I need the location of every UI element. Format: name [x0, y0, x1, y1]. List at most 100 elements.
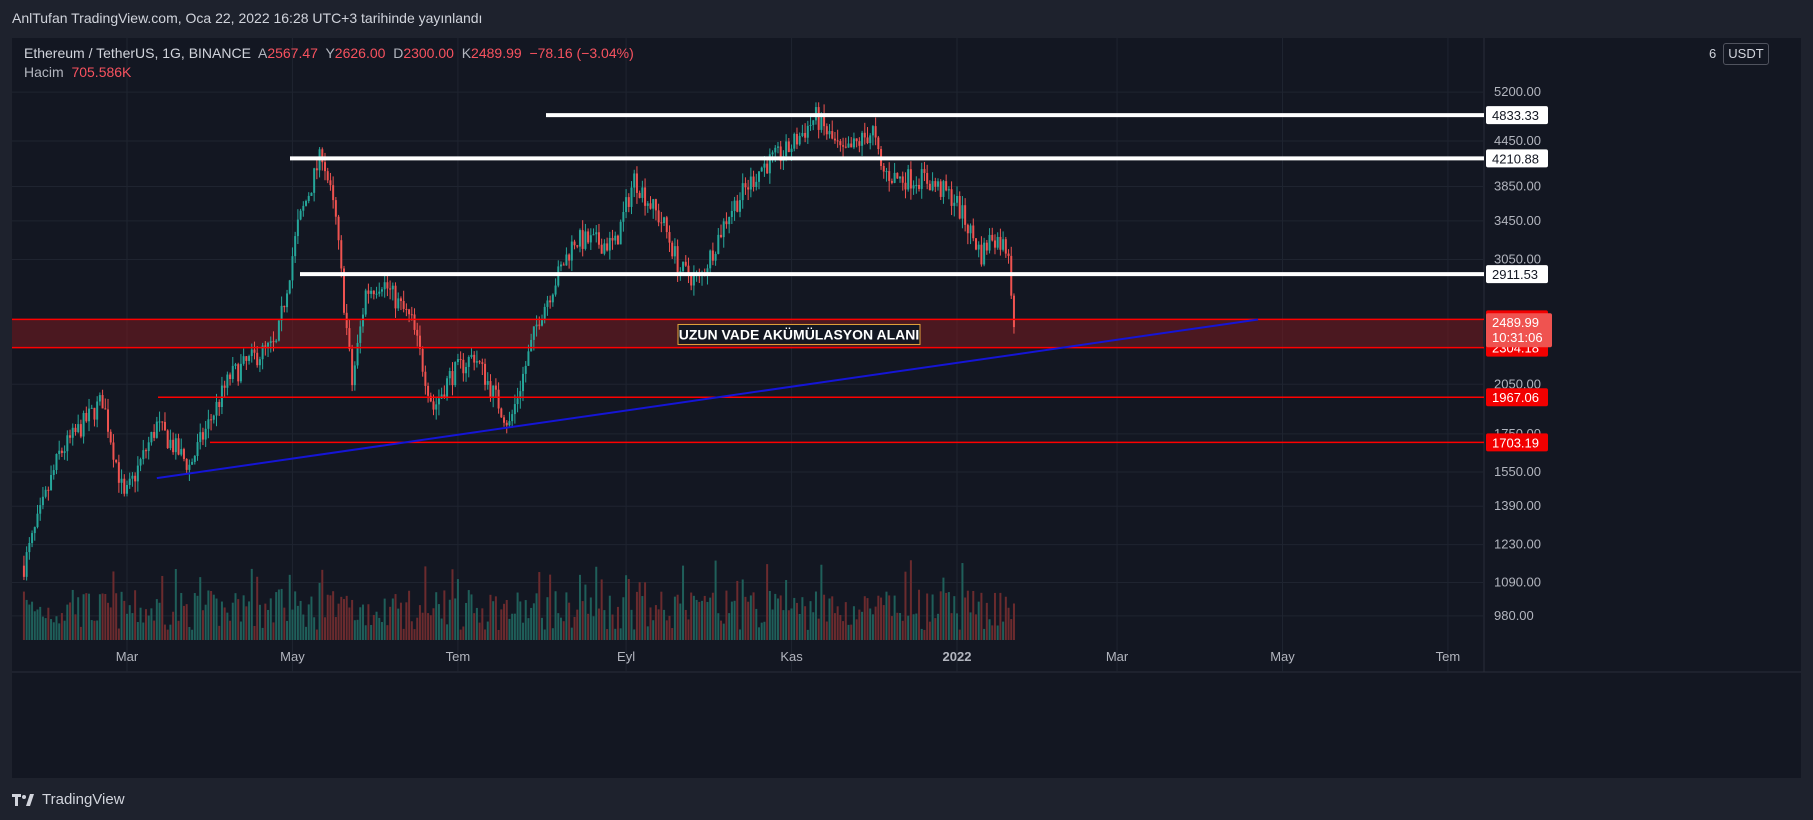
currency-button[interactable]: USDT — [1723, 43, 1769, 65]
candle-body — [294, 236, 297, 257]
volume-bar — [161, 575, 164, 640]
volume-bar — [668, 615, 671, 640]
candle-body — [861, 132, 864, 146]
current-price-bg — [1486, 313, 1552, 348]
candle-body — [820, 114, 823, 130]
candle-body — [985, 242, 988, 251]
candle-body — [361, 314, 364, 327]
candle-body — [52, 470, 55, 475]
candle-body — [82, 413, 85, 437]
candle-body — [511, 414, 514, 422]
volume-bar — [467, 590, 470, 640]
volume-bar — [532, 603, 535, 640]
candle-body — [630, 187, 633, 207]
volume-bar — [296, 605, 299, 640]
candle-body — [673, 246, 676, 257]
volume-bar — [60, 613, 63, 640]
volume-bar — [481, 608, 484, 640]
candle-body — [494, 385, 497, 390]
volume-bar — [790, 608, 793, 640]
volume-bar — [522, 622, 525, 640]
volume-bar — [196, 595, 199, 640]
candle-body — [682, 261, 685, 272]
candle-body — [795, 133, 798, 145]
candle-body — [280, 305, 283, 321]
volume-bar — [698, 601, 701, 640]
volume-bar — [28, 604, 31, 640]
volume-bar — [280, 588, 283, 640]
candle-body — [741, 183, 744, 201]
candle-body — [958, 196, 961, 219]
candle-body — [161, 421, 164, 423]
volume-bar — [877, 595, 880, 640]
candle-body — [595, 232, 598, 235]
volume-bar — [144, 609, 147, 640]
candle-body — [418, 335, 421, 349]
low-label: D — [393, 45, 404, 61]
candle-body — [443, 394, 446, 398]
candle-body — [804, 132, 807, 138]
volume-bar — [177, 620, 180, 640]
volume-bar — [918, 589, 921, 640]
volume-bar — [454, 598, 457, 640]
volume-bar — [793, 597, 796, 640]
candle-body — [131, 475, 134, 479]
candle-body — [47, 489, 50, 491]
volume-bar — [226, 612, 229, 640]
volume-bar — [964, 597, 967, 640]
candle-body — [747, 187, 750, 190]
brand-name: TradingView — [42, 791, 125, 808]
volume-bar — [684, 609, 687, 640]
red-level-tag-bg — [1486, 433, 1548, 452]
volume-bar — [155, 599, 158, 640]
volume-bar — [950, 613, 953, 640]
volume-bar — [649, 607, 652, 640]
candle-body — [345, 312, 348, 329]
volume-bar — [682, 565, 685, 640]
volume-bar — [714, 560, 717, 640]
candle-body — [646, 203, 649, 206]
candle-body — [386, 282, 389, 289]
candle-body — [462, 359, 465, 374]
volume-bar — [98, 594, 101, 640]
volume-bar — [795, 602, 798, 640]
candle-body — [334, 200, 337, 217]
candle-body — [717, 234, 720, 254]
candle-body — [649, 203, 652, 209]
volume-bar — [559, 617, 562, 640]
candle-body — [996, 236, 999, 248]
candle-body — [937, 181, 940, 187]
candle-body — [296, 219, 299, 237]
candle-body — [739, 200, 742, 212]
volume-bar — [307, 604, 310, 640]
volume-bar — [109, 607, 112, 640]
volume-bar — [871, 614, 874, 640]
candle-body — [188, 464, 191, 470]
change-value: −78.16 (−3.04%) — [529, 45, 634, 61]
volume-bar — [557, 613, 560, 640]
candle-body — [242, 356, 245, 364]
brand[interactable]: TradingView — [12, 791, 125, 808]
candle-body — [380, 289, 383, 292]
volume-bar — [342, 599, 345, 640]
volume-bar — [749, 595, 752, 640]
candle-body — [399, 298, 402, 301]
candle-body — [785, 141, 788, 157]
x-tick-label: May — [1270, 649, 1295, 664]
volume-bar — [812, 612, 815, 640]
candle-body — [798, 135, 801, 145]
volume-bar — [709, 597, 712, 640]
volume-bar — [470, 594, 473, 640]
candle-body — [405, 308, 408, 310]
volume-bar — [229, 620, 232, 640]
volume-bar — [928, 621, 931, 640]
symbol-title[interactable]: Ethereum / TetherUS, 1G, BINANCE — [24, 45, 251, 61]
volume-bar — [242, 595, 245, 640]
y-tick-label: 3850.00 — [1494, 178, 1541, 193]
volume-bar — [755, 608, 758, 640]
volume-bar — [771, 609, 774, 640]
candle-body — [855, 138, 858, 142]
volume-bar — [665, 620, 668, 640]
volume-bar — [272, 622, 275, 640]
